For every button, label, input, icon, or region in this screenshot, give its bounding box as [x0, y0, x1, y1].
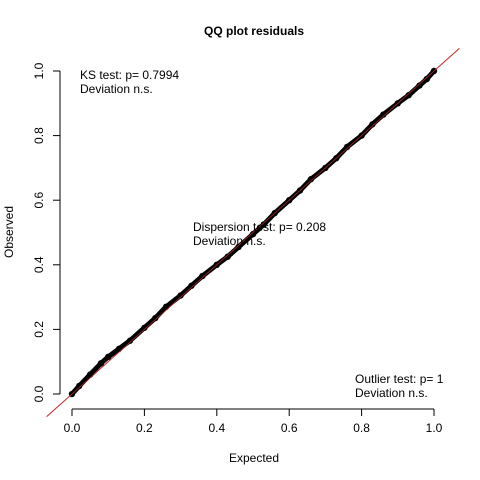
chart-title: QQ plot residuals [204, 24, 304, 38]
qq-point [115, 345, 123, 352]
dispersion-deviation-label: Deviation n.s. [193, 234, 266, 248]
y-axis-title: Observed [2, 206, 16, 258]
y-tick-label: 0.8 [32, 127, 46, 144]
qq-point [423, 75, 430, 83]
y-tick-label: 0.0 [32, 385, 46, 402]
y-tick-label: 0.6 [32, 192, 46, 209]
qq-point [343, 143, 351, 151]
qq-point [177, 292, 184, 299]
y-axis-ticks: 0.0 0.2 0.4 0.6 0.8 1.0 [32, 62, 60, 402]
qq-point [199, 272, 206, 280]
reference-line-overlay [46, 48, 460, 417]
qq-point [141, 324, 148, 331]
qq-point [260, 221, 268, 228]
qq-point [188, 282, 195, 289]
qq-point [126, 337, 134, 344]
y-tick-label: 1.0 [32, 62, 46, 79]
x-tick-label: 0.4 [208, 421, 225, 435]
x-tick-label: 0.2 [136, 421, 153, 435]
x-tick-label: 0.8 [353, 421, 370, 435]
qq-point [235, 243, 242, 251]
qq-point [105, 353, 112, 361]
qq-point [224, 253, 231, 260]
x-axis-title: Expected [229, 451, 279, 465]
qq-point [249, 230, 257, 238]
qq-point [162, 303, 170, 310]
ks-test-label: KS test: p= 0.7994 [80, 68, 179, 82]
y-tick-label: 0.4 [32, 256, 46, 273]
x-tick-label: 0.6 [281, 421, 298, 435]
x-axis-ticks: 0.0 0.2 0.4 0.6 0.8 1.0 [64, 409, 443, 435]
ks-deviation-label: Deviation n.s. [80, 82, 153, 96]
qq-point [152, 314, 159, 322]
y-tick-label: 0.2 [32, 321, 46, 338]
qq-point [86, 371, 94, 378]
qq-point [380, 111, 387, 118]
qq-point [97, 360, 105, 367]
qq-point [369, 121, 376, 128]
qq-point [405, 92, 412, 99]
qq-point [76, 382, 83, 390]
qq-point [307, 176, 315, 183]
outlier-test-label: Outlier test: p= 1 [355, 372, 444, 386]
dispersion-test-label: Dispersion test: p= 0.208 [193, 220, 326, 234]
outlier-deviation-label: Deviation n.s. [355, 386, 428, 400]
qq-point [416, 82, 423, 89]
x-tick-label: 0.0 [64, 421, 81, 435]
x-tick-label: 1.0 [426, 421, 443, 435]
